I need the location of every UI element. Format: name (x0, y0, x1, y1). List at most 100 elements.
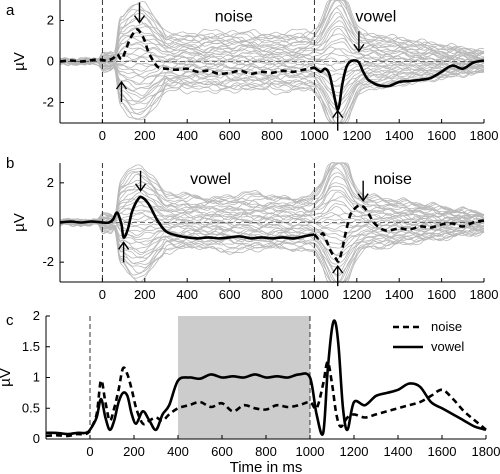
trace-line (59, 60, 485, 125)
trace-line (59, 0, 485, 64)
trace-line (59, 220, 485, 257)
trace-line (59, 28, 485, 65)
series-line-dashed (313, 204, 485, 263)
series-line-solid (313, 59, 485, 112)
trace-line (59, 59, 485, 119)
x-tick-label: 600 (219, 287, 241, 302)
y-tick-label: 2 (47, 175, 54, 190)
x-tick-label: 200 (134, 287, 156, 302)
panel-c: 0 200 400 600 800 1000 1200 1400 1600 1800 0 0.5 1 1.… (0, 308, 500, 474)
y-axis-label: µV (11, 213, 28, 232)
x-tick-label: 400 (167, 444, 189, 459)
trace-line (59, 220, 485, 261)
trace-line (59, 0, 485, 63)
annotation-label: vowel (190, 171, 231, 188)
trace-line (59, 162, 485, 224)
series-line-vowel (45, 319, 487, 436)
trace-bundle (59, 0, 485, 125)
series-line-noise (45, 360, 487, 438)
trace-line (59, 12, 485, 64)
arrow-up (332, 264, 344, 287)
y-tick-label: 0 (47, 54, 54, 69)
trace-line (59, 219, 485, 230)
x-tick-label: 0 (99, 287, 106, 302)
x-tick-label: 1600 (428, 444, 457, 459)
x-tick-label: 1400 (384, 444, 413, 459)
panel-a: 0 200 400 600 800 1000 1200 1400 1600 1800 -2 0 2 µV a… (6, 0, 498, 143)
x-tick-label: 1800 (470, 128, 499, 143)
x-tick-label: 200 (123, 444, 145, 459)
y-axis-label: µV (11, 52, 28, 71)
y-tick-label: 1 (33, 370, 40, 385)
arrow-head (118, 241, 130, 250)
x-tick-label: 1800 (470, 287, 499, 302)
x-tick-label: 0 (99, 128, 106, 143)
arrow-down (134, 170, 147, 192)
series-line-solid (59, 195, 315, 240)
y-tick-label: 2 (47, 13, 54, 28)
legend-label-noise: noise (431, 319, 462, 334)
trace-line (59, 221, 485, 283)
x-tick-label: 800 (261, 128, 283, 143)
arrow-head (357, 193, 369, 202)
trace-line (59, 189, 485, 225)
trace-line (59, 172, 485, 225)
trace-line (59, 7, 485, 64)
y-tick-label: -2 (42, 254, 54, 269)
trace-line (59, 199, 485, 226)
panel-letter: b (6, 155, 14, 172)
x-tick-label: 1800 (472, 444, 500, 459)
arrow-head (133, 15, 146, 24)
trace-line (59, 162, 485, 224)
y-tick-label: 1.5 (22, 339, 40, 354)
x-tick-label: 1000 (300, 287, 329, 302)
y-axis-label: µV (0, 368, 14, 387)
trace-line (59, 203, 485, 225)
legend-label-vowel: vowel (431, 339, 464, 354)
x-tick-label: 400 (176, 287, 198, 302)
y-tick-label: 0 (47, 215, 54, 230)
panel-letter: a (6, 2, 15, 19)
trace-line (59, 163, 485, 224)
x-tick-label: 1600 (427, 287, 456, 302)
x-axis-label: Time in ms (230, 459, 303, 474)
trace-line (59, 58, 485, 88)
y-tick-label: 0 (33, 431, 40, 446)
trace-line (59, 59, 485, 125)
x-tick-label: 800 (255, 444, 277, 459)
arrow-head (115, 80, 128, 90)
annotation-label: noise (215, 8, 253, 25)
trace-line (59, 37, 485, 64)
arrow-down (353, 31, 365, 53)
x-tick-label: 1200 (342, 287, 371, 302)
panel-letter: c (6, 312, 14, 329)
x-tick-label: 1600 (427, 128, 456, 143)
arrow-up (118, 241, 130, 263)
trace-line (59, 219, 485, 227)
annotation-label: noise (374, 171, 412, 188)
trace-line (59, 33, 485, 64)
legend: noise vowel (393, 319, 464, 354)
trace-line (59, 59, 485, 110)
x-tick-label: 600 (219, 128, 241, 143)
trace-line (59, 46, 485, 64)
trace-line (59, 41, 485, 64)
x-tick-label: 400 (176, 128, 198, 143)
y-tick-label: 0.5 (22, 400, 40, 415)
trace-line (59, 191, 485, 225)
x-tick-label: 1000 (300, 128, 329, 143)
annotation-label: vowel (355, 8, 396, 25)
x-tick-label: 1400 (385, 287, 414, 302)
arrow-head (332, 264, 344, 274)
trace-line (59, 53, 485, 65)
x-tick-label: 1200 (340, 444, 369, 459)
y-tick-label: 2 (33, 308, 40, 323)
arrow-head (332, 109, 344, 119)
y-tick-label: -2 (42, 95, 54, 110)
x-tick-label: 1000 (296, 444, 325, 459)
trace-line (59, 59, 485, 104)
x-tick-label: 800 (261, 287, 283, 302)
trace-line (59, 176, 485, 224)
x-tick-label: 1400 (385, 128, 414, 143)
